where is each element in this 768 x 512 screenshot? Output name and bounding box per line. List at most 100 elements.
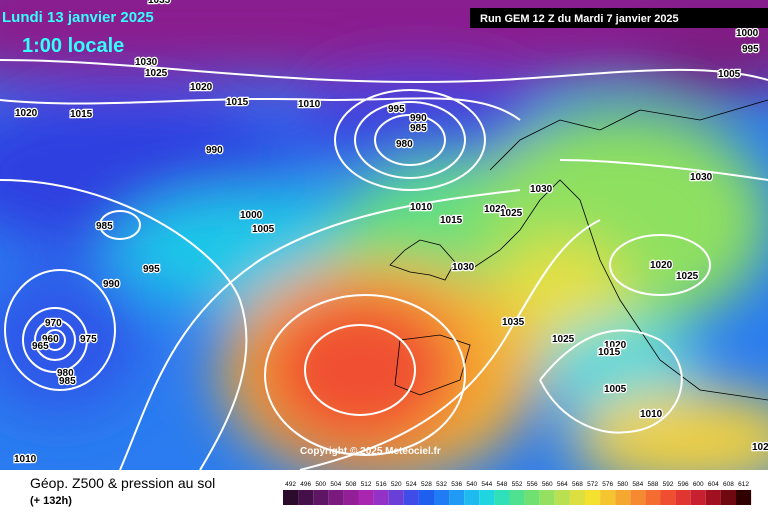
- scale-label: 508: [346, 481, 357, 488]
- scale-label: 600: [693, 481, 704, 488]
- scale-label: 536: [451, 481, 462, 488]
- isobar-label: 990: [103, 279, 120, 290]
- scale-label: 612: [738, 481, 749, 488]
- scale-swatch: [403, 490, 419, 505]
- isobar-label: 995: [143, 264, 160, 275]
- isobar-label: 1035: [148, 0, 171, 6]
- scale-label: 592: [663, 481, 674, 488]
- isobar-label: 1030: [135, 57, 158, 68]
- scale-swatch: [479, 490, 495, 505]
- scale-label: 512: [361, 481, 372, 488]
- isobar-label: 960: [42, 334, 59, 345]
- scale-label: 572: [587, 481, 598, 488]
- isobar-label: 980: [396, 139, 413, 150]
- isobar-label: 1010: [640, 409, 663, 420]
- coastlines: [389, 99, 768, 401]
- scale-swatch: [720, 490, 736, 505]
- isobar-label: 965: [32, 341, 49, 352]
- isobar-label: 102: [752, 442, 768, 453]
- isobar-label: 1020: [484, 204, 507, 215]
- scale-swatch: [539, 490, 555, 505]
- scale-label: 500: [315, 481, 326, 488]
- isobar-label: 1020: [604, 340, 627, 351]
- scale-swatch: [630, 490, 646, 505]
- scale-swatch: [449, 490, 465, 505]
- isobar-label: 1020: [190, 82, 213, 93]
- scale-label: 520: [391, 481, 402, 488]
- scale-label: 580: [617, 481, 628, 488]
- run-box: [470, 8, 768, 28]
- isobars: [0, 59, 768, 470]
- isobar-label: 975: [80, 334, 97, 345]
- isobar-label: 1035: [502, 317, 525, 328]
- scale-label: 504: [330, 481, 341, 488]
- scale-swatch: [434, 490, 450, 505]
- isobar-label: 1025: [676, 271, 699, 282]
- isobar-label: 1010: [410, 202, 433, 213]
- scale-label: 568: [572, 481, 583, 488]
- footer-lead: (+ 132h): [30, 495, 72, 507]
- isobar-label: 970: [45, 318, 62, 329]
- isobar-label: 990: [206, 145, 223, 156]
- scale-swatch: [298, 490, 314, 505]
- scale-swatch: [373, 490, 389, 505]
- scale-label: 604: [708, 481, 719, 488]
- isobar-label: 1025: [145, 68, 168, 79]
- scale-swatch: [660, 490, 676, 505]
- scale-label: 540: [466, 481, 477, 488]
- color-scale: 492 496 500 504 508 512 516 520 524 528 532 536 540 5…: [283, 481, 752, 505]
- scale-swatch: [388, 490, 404, 505]
- isobar-label: 985: [410, 123, 427, 134]
- scale-label: 608: [723, 481, 734, 488]
- isobar-label: 1025: [552, 334, 575, 345]
- isobar-label: 1010: [298, 99, 321, 110]
- isobar-label: 1005: [718, 69, 741, 80]
- scale-swatch: [313, 490, 329, 505]
- scale-swatch: [615, 490, 631, 505]
- scale-swatch: [600, 490, 616, 505]
- forecast-date: Lundi 13 janvier 2025: [2, 9, 154, 26]
- scale-label: 532: [436, 481, 447, 488]
- isobar-label: 1030: [530, 184, 553, 195]
- scale-swatch: [418, 490, 434, 505]
- scale-label: 544: [481, 481, 492, 488]
- isobar-label: 985: [59, 376, 76, 387]
- scale-label: 560: [542, 481, 553, 488]
- isobar-label: 1025: [500, 208, 523, 219]
- scale-label: 576: [602, 481, 613, 488]
- isobar-label: 1005: [252, 224, 275, 235]
- isobar-label: 1030: [452, 262, 475, 273]
- scale-label: 496: [300, 481, 311, 488]
- scale-swatch: [705, 490, 721, 505]
- scale-label: 552: [512, 481, 523, 488]
- scale-label: 524: [406, 481, 417, 488]
- scale-swatch: [690, 490, 706, 505]
- isobar-label: 1015: [70, 109, 93, 120]
- scale-swatch: [358, 490, 374, 505]
- scale-label: 516: [376, 481, 387, 488]
- scale-label: 584: [632, 481, 643, 488]
- isobar-label: 1000: [736, 28, 759, 39]
- scale-swatch: [283, 490, 299, 505]
- isobar-label: 995: [388, 104, 405, 115]
- scale-swatch: [569, 490, 585, 505]
- scale-label: 564: [557, 481, 568, 488]
- isobar-label: 1005: [604, 384, 627, 395]
- forecast-time: 1:00 locale: [22, 35, 124, 57]
- isobar-label: 980: [57, 368, 74, 379]
- isobar-label: 1010: [14, 454, 37, 465]
- isobar-label: 1015: [226, 97, 249, 108]
- isobar-label: 1020: [15, 108, 38, 119]
- scale-swatch: [328, 490, 344, 505]
- isobar-label: 1015: [598, 347, 621, 358]
- copyright: Copyright © 2025 Meteociel.fr: [300, 446, 441, 457]
- isobar-label: 985: [96, 221, 113, 232]
- scale-swatch: [494, 490, 510, 505]
- scale-swatch: [464, 490, 480, 505]
- run-info: Run GEM 12 Z du Mardi 7 janvier 2025: [480, 13, 679, 25]
- scale-label: 548: [497, 481, 508, 488]
- scale-swatch: [524, 490, 540, 505]
- scale-swatch: [645, 490, 661, 505]
